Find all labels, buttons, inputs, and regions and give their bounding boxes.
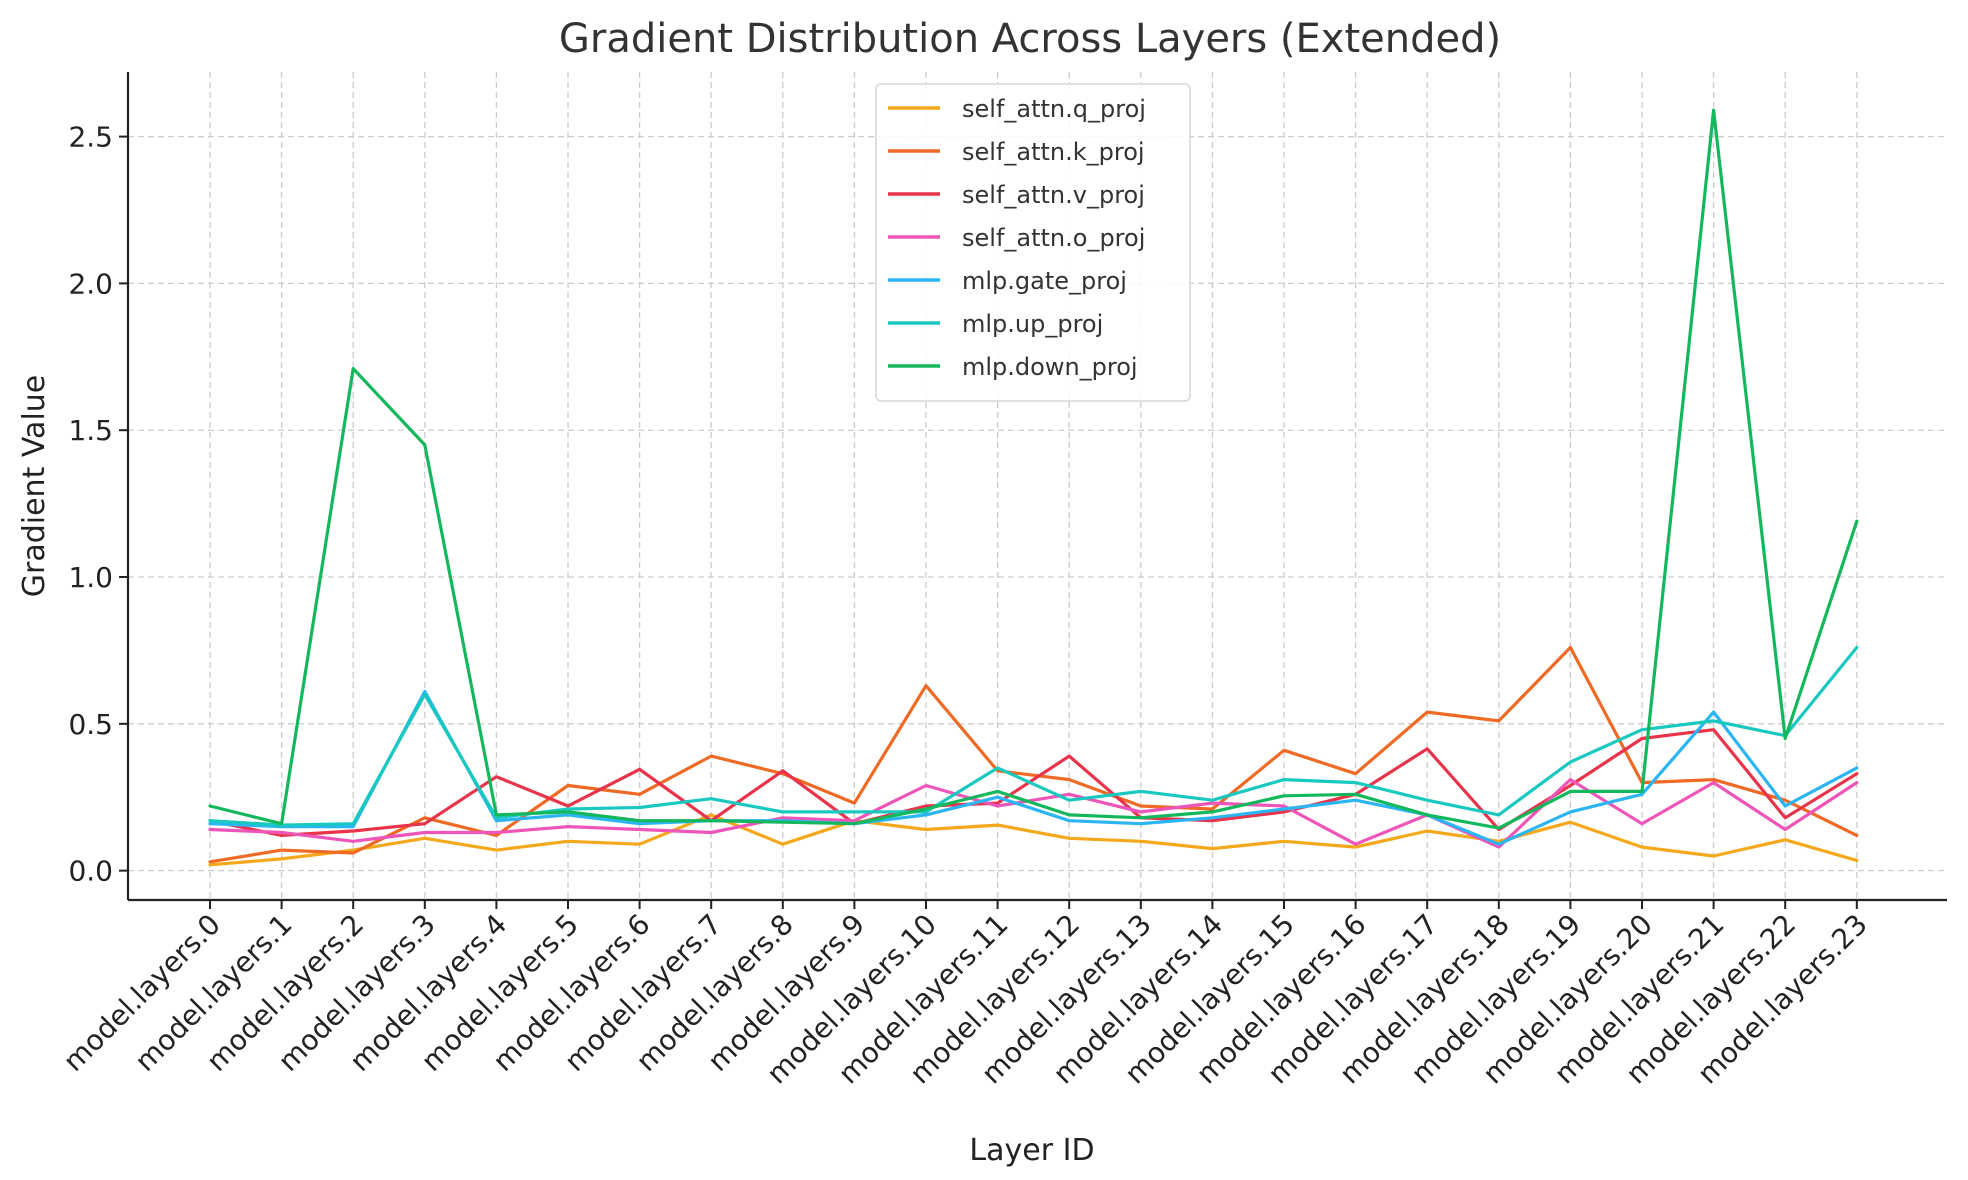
legend-label-mlp-down-proj: mlp.down_proj: [962, 353, 1138, 381]
series-line-self-attn-q-proj: [208, 813, 1859, 867]
series-lines: [208, 108, 1859, 867]
legend-label-self-attn-v-proj: self_attn.v_proj: [962, 181, 1145, 209]
series-line-mlp-down-proj: [208, 108, 1859, 830]
y-axis-label: Gradient Value: [17, 375, 52, 598]
y-tick-label: 0.5: [68, 708, 113, 741]
legend-label-self-attn-q-proj: self_attn.q_proj: [962, 95, 1146, 123]
y-tick-label: 2.0: [68, 267, 113, 300]
y-ticks: 0.0 0.5 1.0 1.5 2.0 2.5: [68, 121, 128, 888]
legend-label-self-attn-o-proj: self_attn.o_proj: [962, 224, 1145, 252]
series-line-self-attn-k-proj: [208, 645, 1859, 864]
chart-title: Gradient Distribution Across Layers (Ext…: [559, 16, 1501, 62]
axes: [126, 72, 1947, 902]
x-ticks: model.layers.0model.layers.1model.layers…: [57, 900, 1874, 1090]
y-tick-label: 1.5: [68, 414, 113, 447]
series-line-mlp-up-proj: [208, 645, 1859, 827]
x-axis-label: Layer ID: [969, 1133, 1094, 1168]
legend-frame: [875, 83, 1191, 402]
y-tick-label: 1.0: [68, 561, 113, 594]
legend-label-mlp-gate-proj: mlp.gate_proj: [962, 267, 1127, 295]
legend: self_attn.q_proj self_attn.k_proj self_att…: [875, 83, 1191, 402]
legend-label-self-attn-k-proj: self_attn.k_proj: [962, 138, 1145, 166]
series-line-self-attn-o-proj: [208, 777, 1859, 849]
series-line-mlp-gate-proj: [208, 689, 1859, 846]
grid: [128, 72, 1947, 900]
series-line-self-attn-v-proj: [208, 728, 1859, 838]
y-tick-label: 2.5: [68, 121, 113, 154]
y-tick-label: 0.0: [68, 855, 113, 888]
legend-label-mlp-up-proj: mlp.up_proj: [962, 310, 1103, 338]
